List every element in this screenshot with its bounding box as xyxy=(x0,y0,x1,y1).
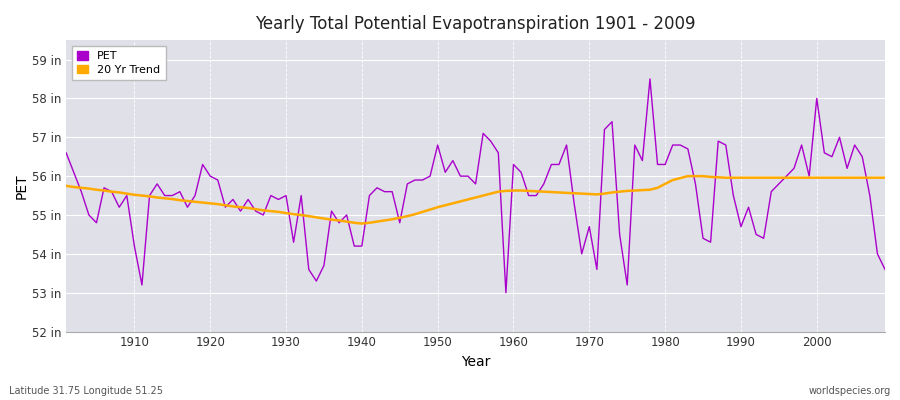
20 Yr Trend xyxy=(60,184,71,188)
PET xyxy=(607,119,617,124)
20 Yr Trend xyxy=(516,188,526,193)
20 Yr Trend xyxy=(356,221,367,226)
Line: PET: PET xyxy=(66,79,885,293)
PET xyxy=(334,220,345,225)
PET xyxy=(879,267,890,272)
Y-axis label: PET: PET xyxy=(15,173,29,199)
Legend: PET, 20 Yr Trend: PET, 20 Yr Trend xyxy=(72,46,166,80)
20 Yr Trend xyxy=(682,174,693,178)
20 Yr Trend xyxy=(122,191,132,196)
20 Yr Trend xyxy=(334,218,345,223)
PET xyxy=(516,170,526,175)
20 Yr Trend xyxy=(607,190,617,195)
20 Yr Trend xyxy=(288,212,299,217)
PET xyxy=(508,162,519,167)
Text: worldspecies.org: worldspecies.org xyxy=(809,386,891,396)
Title: Yearly Total Potential Evapotranspiration 1901 - 2009: Yearly Total Potential Evapotranspiratio… xyxy=(256,15,696,33)
PET xyxy=(644,76,655,81)
20 Yr Trend xyxy=(508,188,519,193)
Text: Latitude 31.75 Longitude 51.25: Latitude 31.75 Longitude 51.25 xyxy=(9,386,163,396)
Line: 20 Yr Trend: 20 Yr Trend xyxy=(66,176,885,224)
PET xyxy=(500,290,511,295)
X-axis label: Year: Year xyxy=(461,355,491,369)
PET xyxy=(122,193,132,198)
PET xyxy=(60,150,71,155)
PET xyxy=(288,240,299,244)
20 Yr Trend xyxy=(879,175,890,180)
